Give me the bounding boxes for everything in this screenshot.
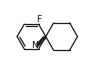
- Text: F: F: [36, 15, 42, 24]
- Text: N: N: [31, 41, 38, 50]
